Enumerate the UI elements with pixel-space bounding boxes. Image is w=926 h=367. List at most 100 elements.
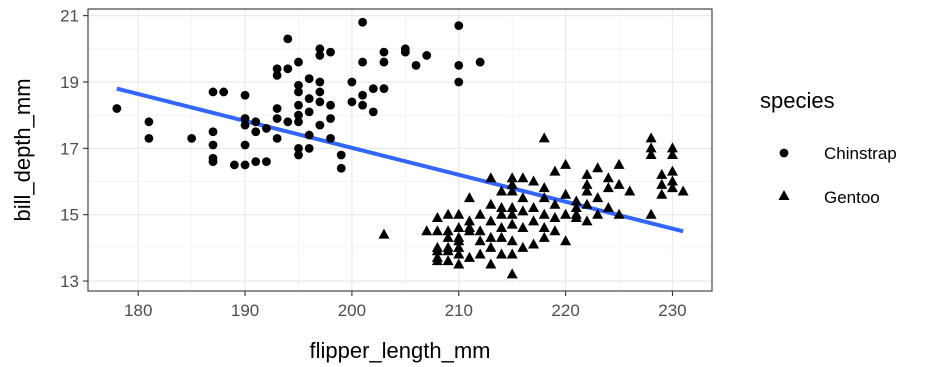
x-axis: 180 190 200 210 220 230 bbox=[124, 291, 687, 320]
plot-area bbox=[87, 8, 713, 292]
data-point-gentoo bbox=[528, 175, 540, 186]
data-point-chinstrap bbox=[294, 110, 303, 120]
data-point-chinstrap bbox=[326, 133, 335, 143]
data-point-chinstrap bbox=[454, 61, 464, 70]
data-point-gentoo bbox=[549, 212, 561, 223]
data-point-gentoo bbox=[528, 238, 540, 249]
data-point-chinstrap bbox=[304, 130, 314, 140]
data-point-gentoo bbox=[453, 258, 465, 269]
plot-background bbox=[88, 9, 712, 291]
data-point-gentoo bbox=[506, 248, 518, 259]
data-point-gentoo bbox=[517, 205, 529, 216]
x-tick-label: 190 bbox=[231, 301, 259, 320]
data-point-chinstrap bbox=[112, 104, 122, 113]
data-point-gentoo bbox=[538, 231, 550, 242]
data-point-gentoo bbox=[581, 185, 593, 196]
data-point-gentoo bbox=[506, 208, 518, 219]
data-point-gentoo bbox=[453, 235, 465, 246]
data-point-gentoo bbox=[517, 172, 529, 183]
data-point-gentoo bbox=[570, 212, 582, 223]
data-point-gentoo bbox=[645, 208, 657, 219]
y-tick-label: 21 bbox=[60, 7, 79, 26]
data-point-gentoo bbox=[645, 148, 657, 159]
data-point-gentoo bbox=[666, 142, 678, 153]
data-point-chinstrap bbox=[294, 80, 303, 90]
data-point-gentoo bbox=[538, 182, 550, 193]
data-point-chinstrap bbox=[304, 74, 314, 84]
data-point-gentoo bbox=[666, 175, 678, 186]
data-point-chinstrap bbox=[294, 57, 303, 67]
data-point-chinstrap bbox=[400, 47, 410, 57]
data-point-gentoo bbox=[506, 178, 518, 189]
data-point-chinstrap bbox=[379, 47, 389, 57]
data-point-chinstrap bbox=[379, 57, 389, 67]
data-point-gentoo bbox=[656, 168, 668, 179]
data-point-gentoo bbox=[496, 221, 508, 232]
data-point-chinstrap bbox=[304, 107, 314, 117]
data-point-chinstrap bbox=[294, 143, 303, 153]
data-point-chinstrap bbox=[272, 70, 282, 80]
data-point-chinstrap bbox=[411, 61, 421, 70]
data-point-gentoo bbox=[442, 225, 454, 236]
data-point-gentoo bbox=[496, 208, 508, 219]
data-point-gentoo bbox=[485, 215, 497, 226]
data-point-chinstrap bbox=[347, 97, 357, 107]
x-tick-label: 220 bbox=[551, 301, 579, 320]
data-point-chinstrap bbox=[294, 87, 303, 97]
data-point-chinstrap bbox=[422, 51, 432, 60]
data-point-chinstrap bbox=[475, 57, 485, 67]
data-point-gentoo bbox=[645, 132, 657, 143]
data-point-chinstrap bbox=[219, 87, 229, 97]
data-point-gentoo bbox=[506, 235, 518, 246]
data-point-chinstrap bbox=[272, 114, 282, 123]
data-point-chinstrap bbox=[347, 77, 357, 87]
data-point-gentoo bbox=[496, 202, 508, 213]
data-point-gentoo bbox=[517, 192, 529, 203]
data-point-chinstrap bbox=[272, 104, 282, 113]
data-point-chinstrap bbox=[283, 64, 293, 74]
data-point-chinstrap bbox=[262, 124, 271, 133]
data-point-gentoo bbox=[474, 208, 486, 219]
data-point-gentoo bbox=[538, 208, 550, 219]
data-point-gentoo bbox=[442, 245, 454, 256]
data-point-chinstrap bbox=[144, 117, 154, 127]
y-tick-label: 17 bbox=[60, 139, 79, 158]
data-point-chinstrap bbox=[272, 133, 282, 143]
data-point-gentoo bbox=[463, 221, 475, 232]
data-point-chinstrap bbox=[294, 150, 303, 160]
data-point-gentoo bbox=[549, 165, 561, 176]
data-point-gentoo bbox=[517, 241, 529, 252]
data-point-chinstrap bbox=[315, 51, 325, 60]
data-point-gentoo bbox=[431, 245, 443, 256]
data-point-gentoo bbox=[528, 202, 540, 213]
data-point-gentoo bbox=[538, 192, 550, 203]
data-point-chinstrap bbox=[208, 157, 218, 167]
x-tick-label: 180 bbox=[124, 301, 152, 320]
data-point-gentoo bbox=[378, 228, 390, 239]
data-point-gentoo bbox=[656, 178, 668, 189]
data-point-gentoo bbox=[485, 241, 497, 252]
data-point-gentoo bbox=[666, 165, 678, 176]
data-point-chinstrap bbox=[240, 114, 250, 123]
data-point-gentoo bbox=[485, 198, 497, 209]
data-point-gentoo bbox=[560, 188, 572, 199]
data-point-gentoo bbox=[581, 178, 593, 189]
data-point-gentoo bbox=[453, 208, 465, 219]
data-point-chinstrap bbox=[368, 84, 378, 94]
data-point-gentoo bbox=[431, 225, 443, 236]
data-point-chinstrap bbox=[262, 157, 271, 167]
x-tick-label: 210 bbox=[445, 301, 473, 320]
data-point-chinstrap bbox=[336, 163, 346, 173]
data-point-gentoo bbox=[624, 185, 636, 196]
data-point-gentoo bbox=[581, 198, 593, 209]
legend: species Chinstrap Gentoo bbox=[760, 88, 897, 207]
data-point-gentoo bbox=[666, 182, 678, 193]
data-point-chinstrap bbox=[240, 90, 250, 100]
data-point-gentoo bbox=[581, 168, 593, 179]
data-point-chinstrap bbox=[454, 77, 464, 87]
data-point-gentoo bbox=[485, 231, 497, 242]
data-point-chinstrap bbox=[240, 140, 250, 150]
data-point-chinstrap bbox=[358, 90, 368, 100]
data-point-gentoo bbox=[463, 215, 475, 226]
